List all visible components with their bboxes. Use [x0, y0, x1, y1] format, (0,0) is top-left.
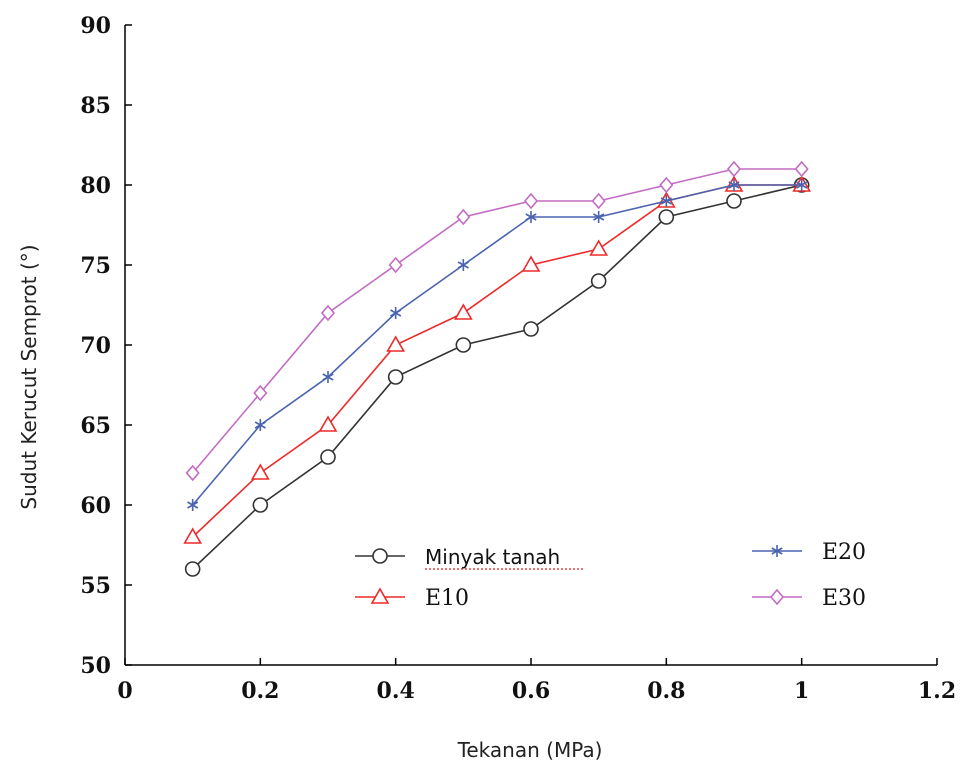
data-point: [794, 160, 809, 178]
data-point: [457, 259, 469, 271]
asterisk-stroke: [457, 261, 469, 269]
data-point: [659, 176, 674, 194]
series-e30: [185, 160, 809, 482]
data-point: [593, 211, 605, 223]
legend-item: E20: [752, 540, 866, 565]
data-point: [589, 239, 609, 256]
data-point: [523, 192, 539, 210]
y-tick-label: 70: [80, 333, 111, 359]
data-point: [455, 337, 472, 353]
series-line: [192, 184, 802, 570]
y-tick-label: 90: [80, 13, 111, 39]
asterisk-stroke: [322, 373, 334, 381]
asterisk-stroke: [728, 181, 740, 189]
asterisk-stroke: [660, 197, 672, 205]
data-point: [388, 256, 403, 274]
series-line: [192, 184, 802, 506]
series-e20: [187, 179, 808, 511]
x-tick-label: 0.4: [377, 678, 415, 704]
legend: Minyak tanah E10 E20 E30: [355, 540, 866, 611]
x-tick-label: 0.2: [241, 678, 279, 704]
data-point: [590, 273, 607, 289]
asterisk-stroke: [254, 421, 266, 429]
series-line: [192, 168, 802, 474]
data-point: [387, 369, 404, 385]
legend-label: E20: [822, 540, 866, 565]
data-point: [660, 195, 672, 207]
x-tick-label: 1.2: [918, 678, 956, 704]
asterisk-stroke: [390, 309, 402, 317]
data-point: [523, 321, 539, 337]
asterisk-stroke: [525, 213, 537, 221]
series-minyak-tanah: [184, 177, 810, 577]
data-point: [453, 303, 473, 320]
y-tick-label: 50: [80, 653, 111, 679]
y-tick-label: 60: [80, 493, 111, 519]
data-point: [254, 419, 266, 431]
x-tick-label: 0.6: [512, 678, 550, 704]
legend-label: E30: [822, 586, 866, 611]
legend-item: E30: [752, 586, 866, 611]
data-point: [726, 160, 742, 178]
data-point: [728, 179, 740, 191]
legend-marker: [769, 588, 785, 606]
series-e10: [183, 175, 812, 544]
x-tick-label: 0: [117, 678, 132, 704]
x-axis-title: Tekanan (MPa): [457, 738, 603, 762]
legend-marker: [372, 548, 388, 564]
data-point: [521, 255, 541, 272]
data-point: [726, 193, 742, 209]
data-point: [390, 307, 402, 319]
asterisk-stroke: [796, 181, 808, 189]
data-point: [184, 561, 201, 577]
y-tick-label: 55: [80, 573, 111, 599]
data-point: [658, 209, 675, 225]
legend-label: E10: [425, 586, 469, 611]
legend-marker: [370, 587, 390, 604]
asterisk-stroke: [187, 501, 199, 509]
x-tick-label: 0.8: [647, 678, 685, 704]
data-point: [318, 415, 338, 432]
y-tick-label: 80: [80, 173, 111, 199]
series-line: [192, 184, 802, 538]
asterisk-stroke: [771, 547, 783, 555]
data-point: [252, 497, 269, 513]
data-point: [320, 449, 336, 465]
legend-label: Minyak tanah: [425, 545, 560, 569]
x-tick-label: 1: [794, 678, 809, 704]
y-axis-title: Sudut Kerucut Semprot (°): [17, 244, 41, 509]
legend-marker: [771, 545, 783, 557]
y-tick-label: 85: [80, 93, 111, 119]
data-point: [525, 211, 537, 223]
data-point: [187, 499, 199, 511]
data-point: [183, 527, 203, 544]
y-tick-label: 75: [80, 253, 111, 279]
data-point: [322, 371, 334, 383]
data-point: [250, 463, 270, 480]
data-point: [591, 192, 606, 210]
data-point: [320, 304, 336, 322]
axes: 50 55 60 65 70 75 80 85 90 0 0.2 0.4 0.6 0.8 1 1.2: [80, 13, 956, 704]
series-group: [183, 160, 812, 577]
data-point: [456, 208, 471, 226]
data-point: [386, 335, 406, 352]
asterisk-stroke: [593, 213, 605, 221]
data-point: [796, 179, 808, 191]
data-point: [185, 464, 200, 482]
data-point: [253, 384, 268, 402]
y-tick-label: 65: [80, 413, 111, 439]
legend-item: Minyak tanah: [355, 545, 585, 570]
legend-item: E10: [355, 586, 469, 611]
